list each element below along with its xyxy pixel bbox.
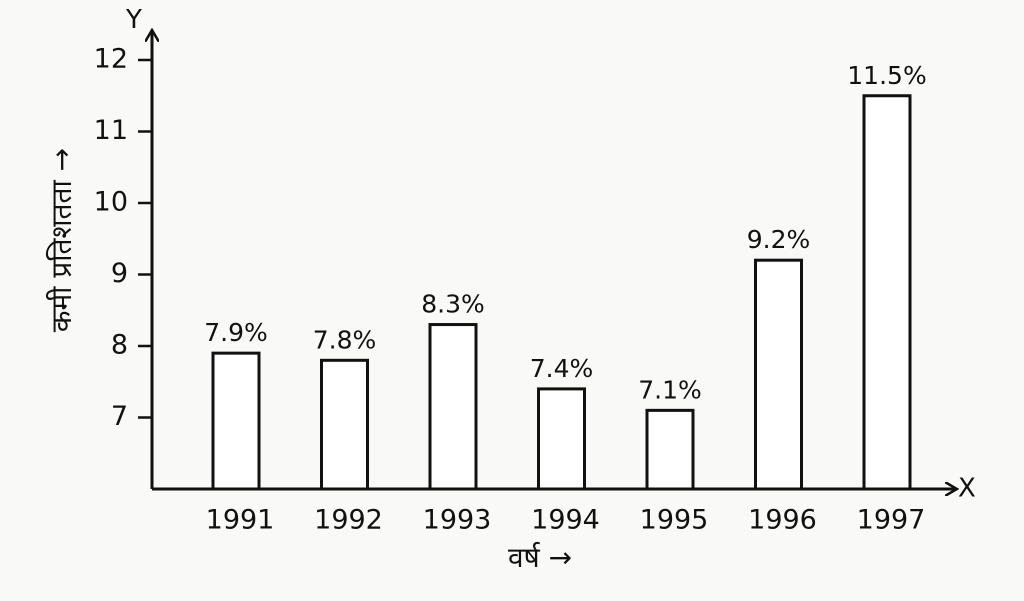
y-axis-title: कमी प्रतिशतता → <box>45 148 78 332</box>
bar-1993 <box>428 323 478 491</box>
bar-data-label: 7.1% <box>638 375 702 404</box>
data-label-group: 7.9% 7.8% 8.3% 7.4% 7.1% 9.2% 11.5% <box>204 61 926 405</box>
bar-data-label: 7.8% <box>313 325 377 354</box>
y-tick-label: 8 <box>111 330 128 361</box>
bar-1994 <box>537 387 586 491</box>
x-tick-label: 1994 <box>531 505 600 536</box>
x-tick-label: 1995 <box>640 505 709 536</box>
x-axis-title: वर्ष → <box>508 541 572 574</box>
bar-data-label: 7.9% <box>204 318 268 347</box>
x-axis-letter: X <box>958 474 976 504</box>
x-tick-label: 1992 <box>314 505 383 536</box>
y-tick-label: 9 <box>111 258 128 289</box>
x-tick-label: 1997 <box>857 505 926 536</box>
y-tick-label: 11 <box>94 115 128 146</box>
bar-data-label: 7.4% <box>530 354 594 383</box>
x-tick-label-group: 1991 1992 1993 1994 1995 1996 1997 <box>206 505 926 536</box>
y-axis-letter: Y <box>125 5 142 35</box>
bar-1991 <box>211 351 261 491</box>
bar-1996 <box>754 258 803 491</box>
bar-1995 <box>645 408 695 491</box>
x-tick-label: 1996 <box>748 505 817 536</box>
bar-1992 <box>320 358 369 491</box>
bar-data-label: 9.2% <box>747 225 811 254</box>
bar-1997 <box>862 94 912 491</box>
y-tick-label: 10 <box>94 187 128 218</box>
bar-group <box>211 94 912 491</box>
bar-data-label: 8.3% <box>421 290 485 319</box>
x-tick-label: 1991 <box>206 505 275 536</box>
x-tick-label: 1993 <box>423 505 492 536</box>
y-tick-label: 12 <box>94 44 128 75</box>
y-tick-label: 7 <box>111 401 128 432</box>
bar-data-label: 11.5% <box>847 61 926 90</box>
y-tick-group: 7 8 9 10 11 12 <box>94 44 152 432</box>
